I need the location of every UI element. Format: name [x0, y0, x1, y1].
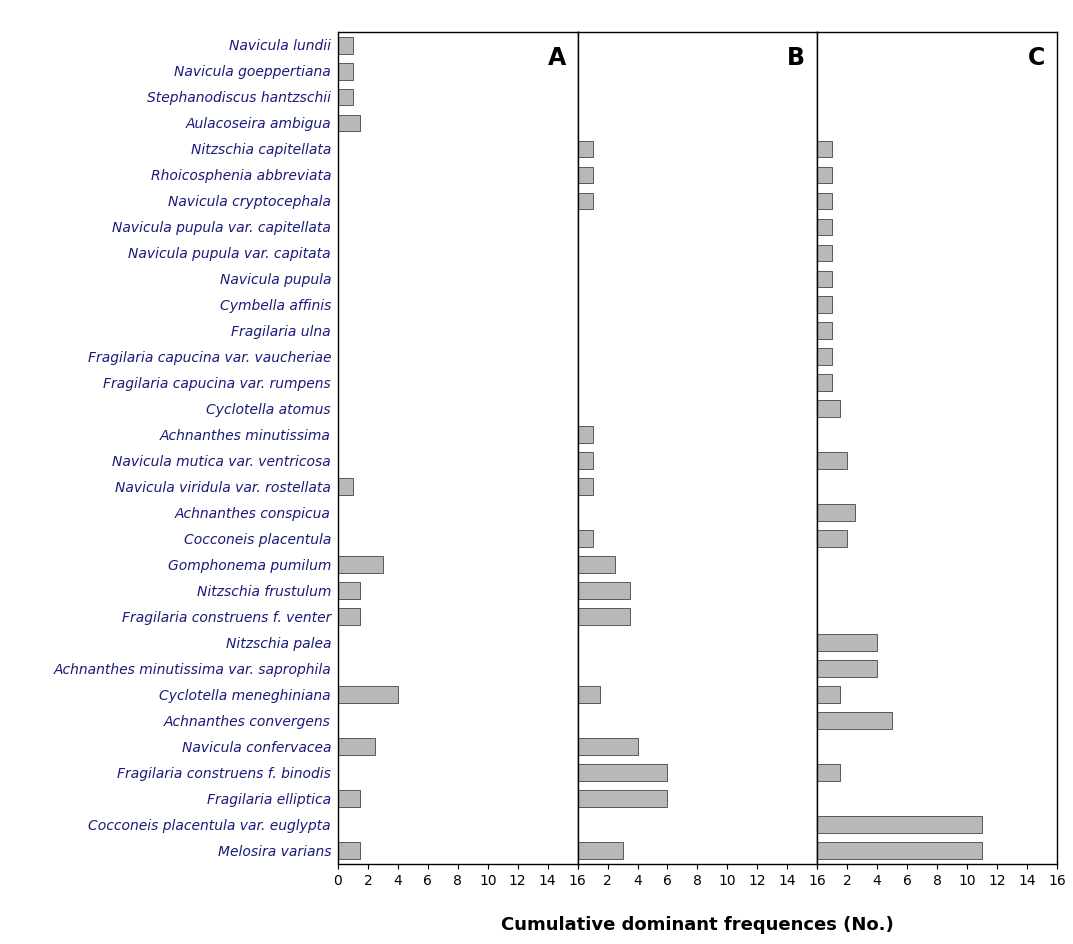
- Bar: [818, 401, 840, 418]
- Text: Nitzschia capitellata: Nitzschia capitellata: [191, 143, 332, 157]
- Bar: [818, 219, 833, 236]
- Bar: [818, 713, 892, 730]
- Text: A: A: [547, 45, 565, 70]
- Bar: [577, 142, 592, 159]
- Bar: [338, 686, 398, 703]
- Text: Fragilaria construens f. binodis: Fragilaria construens f. binodis: [117, 766, 332, 780]
- Bar: [818, 634, 878, 651]
- Bar: [577, 842, 622, 859]
- Bar: [577, 479, 592, 496]
- Bar: [818, 323, 833, 340]
- Text: Achnanthes minutissima: Achnanthes minutissima: [160, 429, 332, 443]
- Text: C: C: [1028, 45, 1045, 70]
- Text: Navicula pupula: Navicula pupula: [220, 273, 332, 287]
- Bar: [818, 505, 855, 522]
- Bar: [577, 686, 600, 703]
- Bar: [818, 245, 833, 262]
- Text: Fragilaria elliptica: Fragilaria elliptica: [207, 792, 332, 806]
- Text: Cyclotella meneghiniana: Cyclotella meneghiniana: [160, 688, 332, 702]
- Text: Achnanthes minutissima var. saprophila: Achnanthes minutissima var. saprophila: [54, 662, 332, 676]
- Text: Nitzschia frustulum: Nitzschia frustulum: [196, 584, 332, 598]
- Text: Cyclotella atomus: Cyclotella atomus: [206, 402, 332, 416]
- Bar: [818, 349, 833, 366]
- Bar: [818, 453, 848, 470]
- Text: Fragilaria capucina var. vaucheriae: Fragilaria capucina var. vaucheriae: [88, 350, 332, 364]
- Bar: [577, 765, 667, 782]
- Bar: [818, 686, 840, 703]
- Text: Nitzschia palea: Nitzschia palea: [225, 636, 332, 650]
- Bar: [577, 557, 615, 574]
- Bar: [577, 582, 630, 599]
- Bar: [338, 738, 376, 755]
- Text: Navicula lundii: Navicula lundii: [229, 39, 332, 53]
- Bar: [818, 167, 833, 184]
- Bar: [818, 661, 878, 678]
- Text: B: B: [788, 45, 805, 70]
- Bar: [577, 167, 592, 184]
- Bar: [818, 817, 982, 834]
- Bar: [338, 479, 353, 496]
- Bar: [577, 738, 637, 755]
- Bar: [338, 582, 361, 599]
- Bar: [818, 297, 833, 314]
- Bar: [818, 842, 982, 859]
- Text: Fragilaria capucina var. rumpens: Fragilaria capucina var. rumpens: [103, 377, 332, 391]
- Text: Achnanthes conspicua: Achnanthes conspicua: [175, 506, 332, 520]
- Text: Cocconeis placentula var. euglypta: Cocconeis placentula var. euglypta: [88, 818, 332, 832]
- Text: Melosira varians: Melosira varians: [218, 844, 332, 858]
- Bar: [818, 194, 833, 211]
- Text: Navicula viridula var. rostellata: Navicula viridula var. rostellata: [115, 480, 332, 495]
- Text: Fragilaria ulna: Fragilaria ulna: [232, 325, 332, 339]
- Text: Navicula pupula var. capitata: Navicula pupula var. capitata: [129, 246, 332, 261]
- Bar: [577, 609, 630, 626]
- Text: Stephanodiscus hantzschii: Stephanodiscus hantzschii: [147, 91, 332, 105]
- Bar: [818, 375, 833, 392]
- Bar: [577, 427, 592, 444]
- Bar: [338, 609, 361, 626]
- Bar: [338, 842, 361, 859]
- Bar: [338, 90, 353, 107]
- Text: Navicula goeppertiana: Navicula goeppertiana: [174, 65, 332, 79]
- Text: Cymbella affinis: Cymbella affinis: [220, 298, 332, 312]
- Bar: [577, 790, 667, 807]
- Text: Gomphonema pumilum: Gomphonema pumilum: [167, 558, 332, 572]
- Text: Navicula cryptocephala: Navicula cryptocephala: [168, 194, 332, 209]
- Bar: [818, 765, 840, 782]
- Text: Cumulative dominant frequences (No.): Cumulative dominant frequences (No.): [501, 915, 894, 933]
- Bar: [577, 453, 592, 470]
- Bar: [818, 531, 848, 548]
- Text: Navicula pupula var. capitellata: Navicula pupula var. capitellata: [113, 221, 332, 235]
- Bar: [338, 63, 353, 80]
- Bar: [338, 38, 353, 55]
- Bar: [338, 790, 361, 807]
- Text: Cocconeis placentula: Cocconeis placentula: [183, 532, 332, 547]
- Bar: [577, 194, 592, 211]
- Text: Fragilaria construens f. venter: Fragilaria construens f. venter: [121, 610, 332, 624]
- Text: Rhoicosphenia abbreviata: Rhoicosphenia abbreviata: [150, 169, 332, 183]
- Text: Aulacoseira ambigua: Aulacoseira ambigua: [186, 117, 332, 131]
- Bar: [338, 115, 361, 132]
- Bar: [818, 142, 833, 159]
- Text: Navicula confervacea: Navicula confervacea: [181, 740, 332, 754]
- Bar: [818, 271, 833, 288]
- Text: Achnanthes convergens: Achnanthes convergens: [164, 714, 332, 728]
- Bar: [577, 531, 592, 548]
- Text: Navicula mutica var. ventricosa: Navicula mutica var. ventricosa: [113, 454, 332, 468]
- Bar: [338, 557, 383, 574]
